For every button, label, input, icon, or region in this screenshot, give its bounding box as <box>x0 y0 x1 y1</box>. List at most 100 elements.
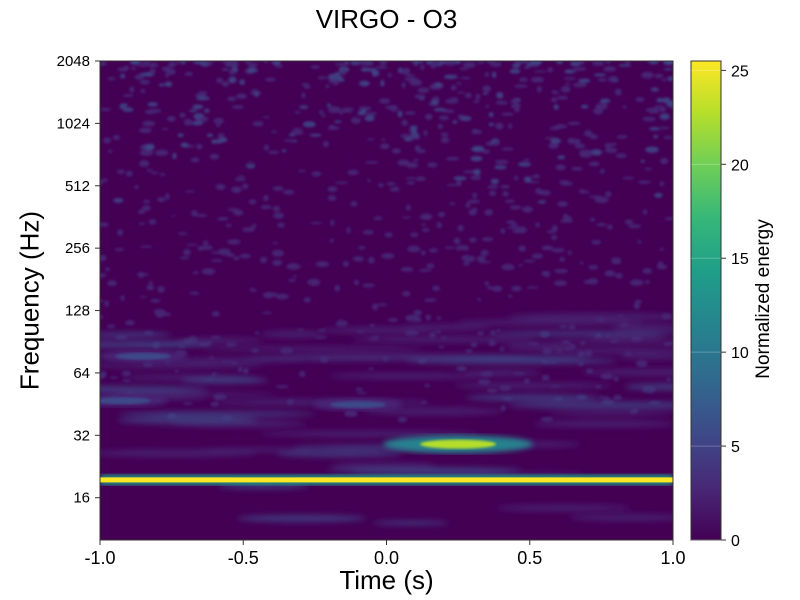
noise-speckle <box>523 288 532 292</box>
noise-speckle <box>146 168 153 172</box>
noise-speckle <box>334 120 342 124</box>
noise-speckle <box>553 104 559 110</box>
noise-speckle <box>526 286 539 289</box>
noise-band <box>538 347 673 354</box>
noise-speckle <box>507 226 520 229</box>
noise-speckle <box>470 155 483 162</box>
noise-speckle <box>453 237 461 245</box>
noise-speckle <box>421 223 427 227</box>
noise-speckle <box>463 170 477 174</box>
noise-speckle <box>367 367 375 370</box>
noise-speckle <box>234 177 247 182</box>
noise-speckle <box>231 186 242 194</box>
noise-band <box>488 330 673 337</box>
noise-speckle <box>260 117 273 121</box>
noise-speckle <box>513 175 519 181</box>
noise-speckle <box>341 107 355 111</box>
noise-speckle <box>412 316 422 323</box>
noise-speckle <box>100 179 104 186</box>
noise-speckle <box>271 249 285 257</box>
noise-speckle <box>113 198 124 203</box>
noise-speckle <box>140 61 148 65</box>
noise-speckle <box>663 135 673 139</box>
noise-speckle <box>426 263 435 269</box>
noise-speckle <box>579 261 584 265</box>
noise-speckle <box>179 112 186 118</box>
noise-speckle <box>165 68 176 75</box>
x-tick-label: 0.5 <box>517 548 542 568</box>
noise-speckle <box>174 369 179 373</box>
noise-speckle <box>484 281 490 286</box>
noise-speckle <box>605 61 611 64</box>
noise-speckle <box>225 223 233 227</box>
noise-speckle <box>114 248 125 252</box>
noise-band <box>176 337 264 344</box>
noise-speckle <box>591 61 605 66</box>
noise-speckle <box>175 61 181 65</box>
noise-speckle <box>410 126 418 134</box>
noise-speckle <box>420 250 426 256</box>
noise-speckle <box>281 149 287 152</box>
noise-speckle <box>535 222 541 227</box>
noise-speckle <box>418 268 432 272</box>
noise-speckle <box>653 134 658 139</box>
noise-speckle <box>597 78 608 82</box>
noise-speckle <box>564 82 571 86</box>
noise-speckle <box>367 138 375 141</box>
noise-speckle <box>155 149 169 156</box>
noise-band <box>352 336 540 343</box>
noise-speckle <box>402 130 413 133</box>
noise-band <box>551 339 673 344</box>
noise-speckle <box>496 329 501 332</box>
noise-band <box>321 326 434 334</box>
noise-speckle <box>473 99 480 104</box>
noise-speckle <box>123 65 130 71</box>
noise-speckle <box>637 180 651 184</box>
noise-speckle <box>657 261 664 268</box>
noise-speckle <box>642 268 653 274</box>
noise-speckle <box>271 292 278 297</box>
noise-speckle <box>430 61 440 67</box>
noise-band <box>181 376 268 384</box>
noise-speckle <box>206 133 214 138</box>
noise-speckle <box>329 238 335 243</box>
noise-band <box>505 342 575 351</box>
noise-speckle <box>440 231 455 238</box>
noise-speckle <box>616 135 628 139</box>
noise-speckle <box>457 224 464 232</box>
noise-speckle <box>559 324 568 329</box>
noise-speckle <box>247 64 257 68</box>
x-tick-label: 1.0 <box>660 548 685 568</box>
noise-band <box>589 334 666 339</box>
noise-speckle <box>456 82 462 85</box>
noise-speckle <box>217 217 229 221</box>
noise-speckle <box>446 184 458 187</box>
noise-speckle <box>183 118 193 126</box>
noise-band <box>624 383 673 391</box>
noise-speckle <box>424 113 433 120</box>
noise-speckle <box>177 133 184 138</box>
noise-speckle <box>551 97 558 103</box>
colorbar-label: Normalized energy <box>753 219 774 379</box>
noise-speckle <box>299 370 306 378</box>
noise-speckle <box>501 112 514 116</box>
noise-speckle <box>134 185 139 190</box>
noise-speckle <box>615 272 623 279</box>
noise-speckle <box>384 232 393 238</box>
noise-speckle <box>470 341 478 348</box>
y-tick-label: 128 <box>65 303 90 320</box>
noise-speckle <box>596 308 609 311</box>
noise-speckle <box>382 267 389 274</box>
noise-speckle <box>372 303 378 311</box>
noise-speckle <box>247 67 258 73</box>
noise-speckle <box>517 264 523 267</box>
noise-speckle <box>327 186 338 193</box>
noise-speckle <box>219 137 228 143</box>
noise-speckle <box>630 233 636 239</box>
noise-speckle <box>149 68 156 75</box>
noise-speckle <box>401 216 412 219</box>
noise-speckle <box>191 120 204 126</box>
noise-speckle <box>494 159 509 165</box>
noise-speckle <box>275 293 289 300</box>
noise-speckle <box>299 105 309 109</box>
